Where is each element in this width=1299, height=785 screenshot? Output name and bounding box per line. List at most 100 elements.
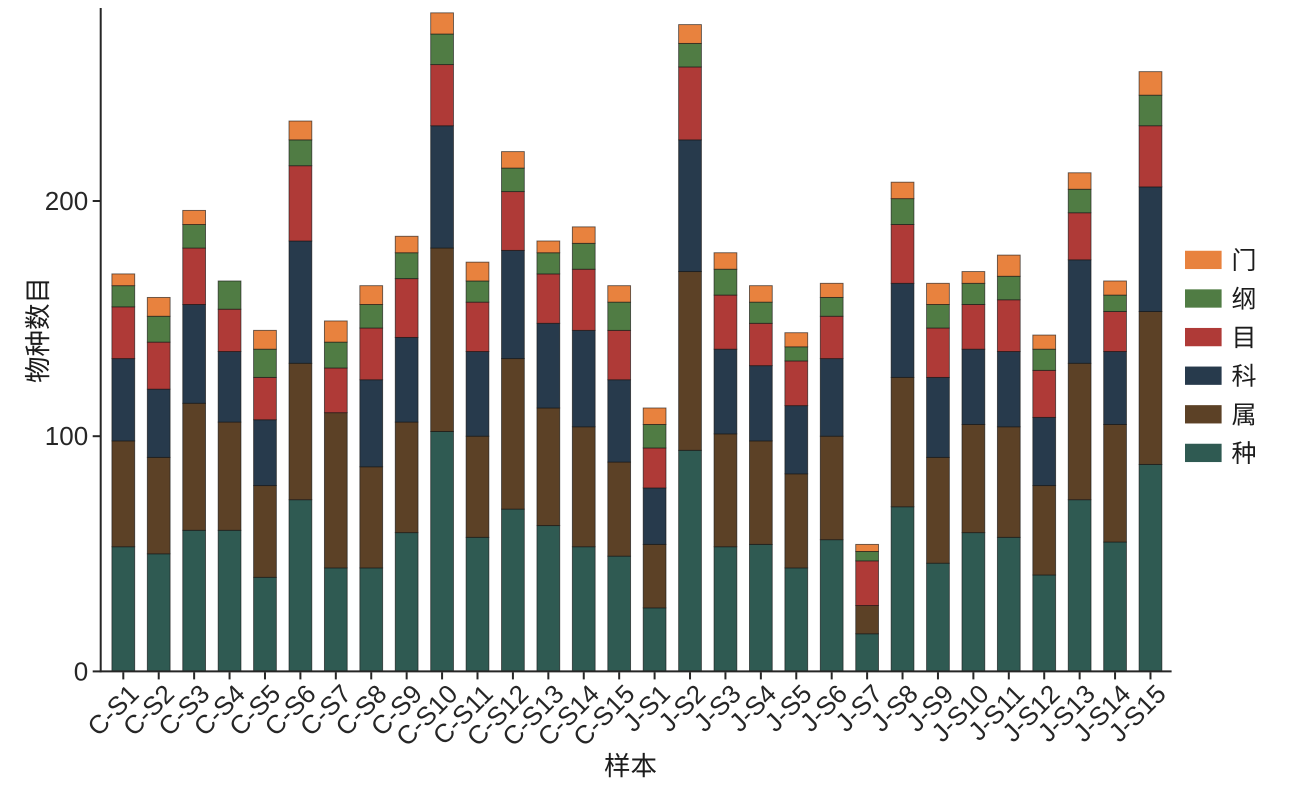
- y-axis-title: [24, 281, 50, 383]
- cjk-char-科: [1232, 363, 1256, 387]
- bar-segment-属: [571, 426, 596, 548]
- bar-segment-科: [926, 376, 950, 458]
- legend-swatch-种: [1185, 443, 1222, 463]
- legend-item-科: [1185, 363, 1256, 387]
- bar-segment-种: [217, 529, 242, 672]
- bar-segment-种: [819, 539, 844, 672]
- bar-segment-属: [182, 402, 206, 531]
- legend-label-目: [1235, 326, 1253, 349]
- bar-C-S12: [501, 151, 525, 672]
- bar-segment-属: [890, 376, 915, 508]
- bar-segment-门: [465, 261, 490, 282]
- legend-swatch-属: [1185, 405, 1222, 424]
- bar-segment-纲: [961, 282, 986, 305]
- bar-segment-纲: [996, 275, 1021, 301]
- bar-segment-门: [430, 12, 454, 35]
- bar-segment-科: [642, 487, 667, 545]
- bar-segment-门: [1138, 71, 1163, 96]
- bar-segment-目: [855, 560, 879, 606]
- bar-segment-门: [1032, 334, 1057, 350]
- bar-segment-属: [1032, 485, 1057, 576]
- y-axis-title-text: [24, 281, 50, 383]
- bar-segment-科: [1032, 416, 1057, 487]
- bar-segment-种: [678, 449, 702, 672]
- x-axis-ticks: C-S1C-S2C-S3C-S4C-S5C-S6C-S7C-S8C-S9C-S1…: [81, 672, 1172, 752]
- bar-segment-纲: [146, 315, 171, 343]
- bar-segment-科: [465, 351, 490, 437]
- bar-segment-科: [819, 358, 844, 437]
- bar-segment-目: [678, 66, 702, 141]
- bar-J-S2: [678, 24, 702, 672]
- bar-segment-种: [182, 529, 206, 672]
- bar-J-S3: [713, 252, 738, 672]
- bar-segment-门: [996, 254, 1021, 277]
- x-axis-title: [604, 752, 657, 778]
- bar-segment-门: [713, 252, 738, 270]
- bar-segment-纲: [111, 285, 136, 308]
- bar-segment-科: [146, 388, 171, 458]
- bar-segment-种: [430, 431, 454, 672]
- bar-J-S9: [926, 282, 950, 672]
- bar-segment-纲: [819, 296, 844, 317]
- legend-label-属: [1232, 403, 1255, 426]
- bar-segment-纲: [855, 551, 879, 562]
- bar-segment-纲: [536, 252, 561, 275]
- bar-segment-门: [749, 285, 773, 303]
- bar-segment-属: [359, 466, 384, 569]
- bar-segment-目: [1067, 212, 1092, 261]
- legend-swatch-目: [1185, 327, 1222, 347]
- legend-item-目: [1185, 326, 1253, 349]
- bar-segment-门: [394, 235, 419, 254]
- bar-segment-目: [111, 306, 136, 360]
- bar-segment-科: [1138, 186, 1163, 313]
- bar-segment-目: [146, 341, 171, 390]
- bar-segment-门: [323, 320, 348, 343]
- bar-C-S6: [288, 120, 313, 672]
- bar-segment-目: [394, 278, 419, 338]
- bar-segment-种: [1138, 463, 1163, 672]
- bar-segment-属: [1138, 311, 1163, 465]
- bar-segment-属: [111, 440, 136, 548]
- y-tick-label: 200: [45, 186, 88, 216]
- bar-segment-门: [253, 329, 277, 350]
- legend-item-门: [1185, 247, 1255, 272]
- bar-segment-科: [890, 282, 915, 378]
- bar-segment-种: [926, 562, 950, 672]
- bar-segment-纲: [713, 268, 738, 296]
- bar-segment-种: [146, 553, 171, 672]
- x-axis-title-text: [604, 752, 657, 778]
- bar-segment-种: [642, 607, 667, 672]
- bar-segment-纲: [784, 346, 809, 362]
- bar-segment-种: [961, 532, 986, 672]
- bar-segment-属: [288, 362, 313, 501]
- bar-J-S5: [784, 332, 809, 672]
- bar-segment-目: [784, 360, 809, 407]
- bar-segment-门: [642, 407, 667, 425]
- bar-C-S1: [111, 273, 136, 672]
- bar-segment-纲: [1103, 294, 1127, 312]
- bar-segment-目: [430, 64, 454, 127]
- bar-segment-属: [394, 421, 419, 534]
- bar-C-S11: [465, 261, 490, 672]
- bar-J-S7: [855, 543, 879, 672]
- bar-segment-属: [501, 358, 525, 510]
- bar-segment-目: [253, 376, 277, 421]
- bar-segment-目: [182, 247, 206, 305]
- bar-segment-目: [465, 301, 490, 352]
- legend-label-科: [1232, 363, 1256, 387]
- bar-J-S11: [996, 254, 1021, 672]
- bar-segment-目: [1103, 311, 1127, 352]
- bar-segment-科: [678, 139, 702, 273]
- bar-segment-属: [430, 247, 454, 432]
- bar-segment-种: [855, 633, 879, 672]
- legend-swatch-科: [1185, 366, 1222, 385]
- bar-C-S13: [536, 240, 561, 672]
- bar-segment-纲: [394, 252, 419, 280]
- bar-segment-种: [713, 546, 738, 672]
- bar-segment-科: [394, 336, 419, 423]
- bar-C-S3: [182, 209, 206, 672]
- bar-segment-属: [713, 433, 738, 548]
- y-tick-label: 100: [45, 421, 88, 451]
- cjk-char-种: [24, 331, 50, 356]
